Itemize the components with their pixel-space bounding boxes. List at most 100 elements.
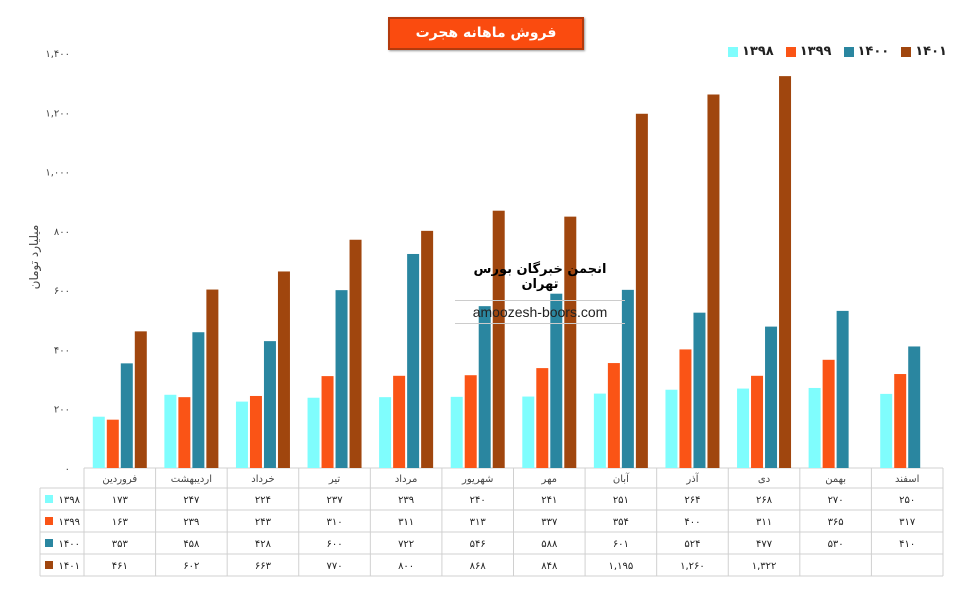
watermark-title: انجمن خبرگان بورس تهران xyxy=(473,262,607,292)
data-label: ۴۰۰ xyxy=(684,517,700,528)
legend-label: ۱۳۹۹ xyxy=(799,44,832,59)
bar xyxy=(321,376,334,468)
bar xyxy=(335,290,348,468)
y-tick-label: ۱,۰۰۰ xyxy=(45,168,70,179)
data-label: ۲۴۱ xyxy=(541,495,557,506)
watermark-url: amoozesh-boors.com xyxy=(455,300,625,324)
bar xyxy=(192,332,205,468)
bar xyxy=(164,394,177,468)
y-tick-label: ۶۰۰ xyxy=(54,286,70,297)
bar xyxy=(635,113,648,469)
bar xyxy=(106,419,119,468)
data-label: ۲۴۳ xyxy=(255,517,272,528)
data-label: ۱۶۳ xyxy=(112,517,129,528)
bar xyxy=(707,94,720,468)
chart-title: فروش ماهانه هجرت xyxy=(388,17,584,50)
data-label: ۲۳۹ xyxy=(398,495,414,506)
x-tick-label: آذر xyxy=(685,472,699,485)
data-label: ۳۵۴ xyxy=(613,517,629,528)
data-label: ۳۱۷ xyxy=(899,517,916,528)
data-label: ۳۵۳ xyxy=(112,539,129,550)
bar xyxy=(737,388,750,468)
y-tick-label: ۱,۲۰۰ xyxy=(45,108,70,119)
bar xyxy=(450,396,463,468)
data-label: ۲۶۸ xyxy=(756,495,773,506)
legend-item: ۱۴۰۱ xyxy=(901,44,947,59)
data-label: ۴۲۸ xyxy=(255,539,272,550)
data-label: ۸۶۸ xyxy=(470,561,487,572)
data-label: ۷۲۲ xyxy=(398,539,414,550)
bar xyxy=(522,396,535,468)
data-label: ۳۶۵ xyxy=(828,517,844,528)
x-tick-label: فروردین xyxy=(102,474,137,485)
bar xyxy=(349,239,362,468)
x-tick-label: اسفند xyxy=(895,474,919,485)
table-legend-swatch xyxy=(45,517,53,525)
bar xyxy=(307,397,320,468)
data-label: ۲۴۷ xyxy=(183,495,200,506)
data-label: ۲۵۰ xyxy=(899,495,915,506)
x-tick-label: مهر xyxy=(541,474,557,485)
y-tick-label: ۲۰۰ xyxy=(54,405,70,416)
legend-item: ۱۳۹۸ xyxy=(728,44,774,59)
x-tick-label: دی xyxy=(758,474,770,485)
data-label: ۳۱۳ xyxy=(470,517,487,528)
x-tick-label: شهریور xyxy=(461,474,493,485)
table-series-name: ۱۴۰۰ xyxy=(59,539,80,550)
bar xyxy=(679,349,692,468)
data-label: ۶۰۲ xyxy=(183,561,199,572)
bar xyxy=(421,230,434,468)
bar xyxy=(822,359,835,468)
data-label: ۲۵۱ xyxy=(613,495,629,506)
x-tick-label: تیر xyxy=(328,474,341,485)
data-label: ۲۳۹ xyxy=(183,517,199,528)
table-legend-swatch xyxy=(45,561,53,569)
bar xyxy=(120,363,133,468)
bar xyxy=(894,374,907,468)
bar xyxy=(693,312,706,468)
y-tick-label: ۱,۴۰۰ xyxy=(45,49,70,60)
legend-label: ۱۴۰۱ xyxy=(915,44,947,59)
data-label: ۳۳۷ xyxy=(541,517,558,528)
x-tick-label: مرداد xyxy=(395,474,418,485)
data-label: ۴۱۰ xyxy=(899,539,915,550)
legend-swatch xyxy=(901,46,912,57)
data-label: ۲۶۴ xyxy=(684,495,700,506)
data-label: ۱,۱۹۵ xyxy=(609,561,634,572)
bar xyxy=(92,416,105,468)
bar xyxy=(206,289,219,468)
data-label: ۵۳۰ xyxy=(828,539,844,550)
data-label: ۸۰۰ xyxy=(398,561,414,572)
bar xyxy=(393,375,406,468)
data-label: ۷۷۰ xyxy=(326,561,342,572)
bar xyxy=(880,393,893,468)
y-tick-label: ۸۰۰ xyxy=(54,227,70,238)
legend-swatch xyxy=(843,46,854,57)
bar xyxy=(665,389,678,468)
data-label: ۴۷۷ xyxy=(756,539,773,550)
table-legend-swatch xyxy=(45,539,53,547)
data-label: ۵۲۴ xyxy=(684,539,700,550)
data-label: ۲۷۰ xyxy=(828,495,844,506)
table-series-name: ۱۳۹۸ xyxy=(59,495,81,506)
data-label: ۴۶۱ xyxy=(112,561,128,572)
legend-item: ۱۴۰۰ xyxy=(843,44,889,59)
x-tick-label: اردیبهشت xyxy=(171,474,212,485)
bar xyxy=(808,387,821,468)
data-label: ۲۲۴ xyxy=(255,495,271,506)
legend-label: ۱۳۹۸ xyxy=(742,44,774,59)
legend-swatch xyxy=(785,46,796,57)
chart-legend: ۱۴۰۱ ۱۴۰۰ ۱۳۹۹ ۱۳۹۸ xyxy=(728,44,947,59)
bar xyxy=(593,393,606,468)
table-legend-swatch xyxy=(45,495,53,503)
data-label: ۶۰۰ xyxy=(326,539,342,550)
bar xyxy=(779,76,792,468)
data-label: ۳۱۱ xyxy=(756,517,772,528)
bar xyxy=(464,375,477,468)
y-axis-label: میلیارد تومان xyxy=(27,224,41,290)
table-series-name: ۱۴۰۱ xyxy=(59,561,80,572)
bar xyxy=(908,346,921,468)
data-label: ۲۳۷ xyxy=(326,495,343,506)
x-tick-label: خرداد xyxy=(251,474,274,485)
bar xyxy=(407,253,420,468)
